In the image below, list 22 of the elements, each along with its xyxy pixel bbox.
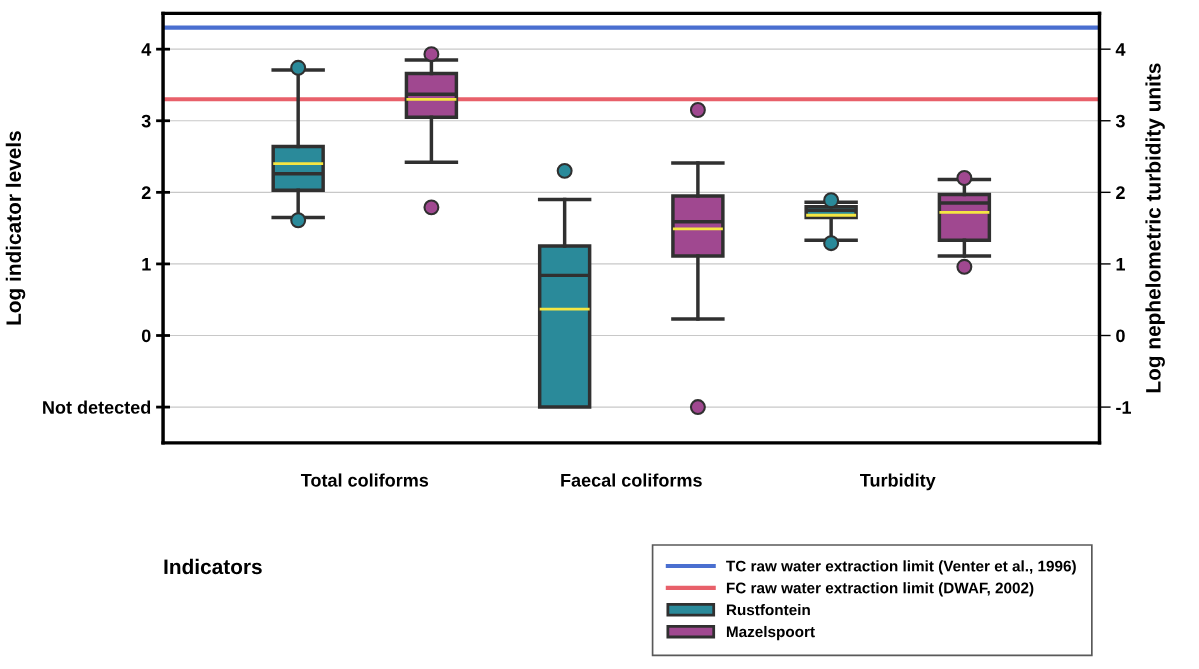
legend-label: Mazelspoort bbox=[726, 625, 815, 641]
legend-label: TC raw water extraction limit (Venter et al., 1996) bbox=[726, 560, 1076, 575]
legend-label: Rustfontein bbox=[726, 604, 810, 616]
x-axis-title: Indicators bbox=[164, 558, 262, 575]
x-tick-label: Total coliforms bbox=[300, 473, 429, 487]
y2-tick-label: 2 bbox=[1116, 186, 1125, 199]
y2-tick-label: -1 bbox=[1116, 401, 1132, 414]
y-tick-label: 0 bbox=[141, 329, 151, 343]
y-tick-label: 2 bbox=[141, 186, 151, 199]
y-tick-label: 1 bbox=[142, 258, 151, 271]
y-tick-label: Not detected bbox=[43, 400, 151, 414]
x-tick-label: Turbidity bbox=[860, 473, 936, 491]
y-tick-label: 3 bbox=[141, 114, 151, 128]
y-tick-label: 4 bbox=[141, 43, 152, 56]
x-tick-label: Faecal coliforms bbox=[561, 473, 702, 487]
legend-label: FC raw water extraction limit (DWAF, 2002) bbox=[726, 582, 1034, 597]
y-axis-title: Log indicator levels bbox=[5, 131, 26, 325]
y2-tick-label: 1 bbox=[1116, 258, 1125, 271]
y2-tick-label: 3 bbox=[1115, 114, 1125, 128]
y2-axis-title: Log nephelometric turbidity units bbox=[1145, 63, 1165, 393]
y2-tick-label: 4 bbox=[1115, 43, 1126, 56]
y2-tick-label: 0 bbox=[1116, 329, 1125, 343]
